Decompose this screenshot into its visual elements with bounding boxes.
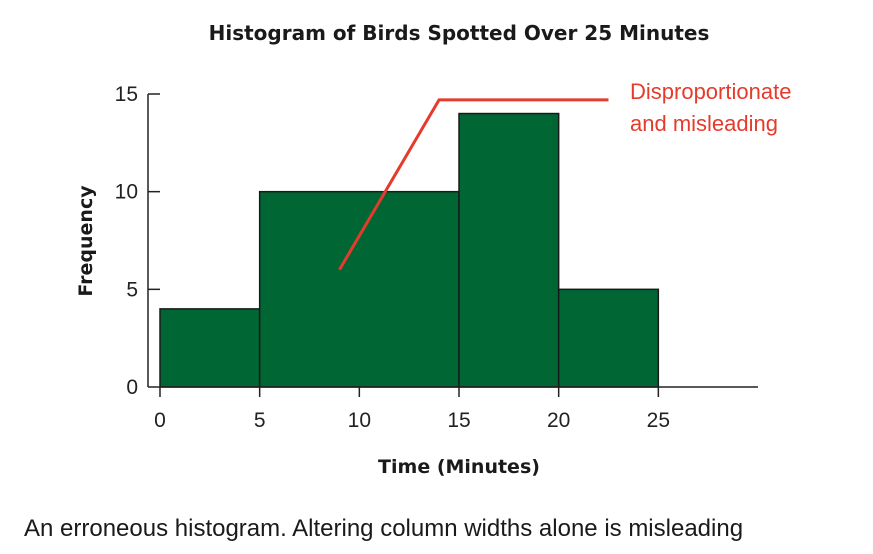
y-tick-label-5: 5 <box>126 278 138 301</box>
x-tick-label-25: 25 <box>647 409 670 432</box>
bar-0-5 <box>159 308 261 388</box>
x-tick-label-10: 10 <box>348 409 371 432</box>
x-tick-label-20: 20 <box>547 409 570 432</box>
bar-20-25 <box>557 288 660 388</box>
x-tick-label-15: 15 <box>447 409 470 432</box>
figure-caption: An erroneous histogram. Altering column … <box>24 515 744 542</box>
annotation-text-line-2: and misleading <box>630 111 778 136</box>
histogram-chart: Histogram of Birds Spotted Over 25 Minut… <box>75 21 791 478</box>
annotation-text-line-1: Disproportionate <box>630 79 791 104</box>
ticks: 0 5 10 15 20 25 0 5 10 15 <box>115 83 670 432</box>
annotation-pointer <box>338 98 609 271</box>
x-tick-label-5: 5 <box>254 409 266 432</box>
chart-title: Histogram of Birds Spotted Over 25 Minut… <box>209 21 710 45</box>
bar-15-20 <box>458 112 560 388</box>
x-axis-title: Time (Minutes) <box>378 456 540 478</box>
y-tick-label-15: 15 <box>115 83 138 106</box>
y-tick-label-0: 0 <box>126 376 138 399</box>
y-axis-title: Frequency <box>75 185 97 297</box>
bars <box>159 112 660 388</box>
x-tick-label-0: 0 <box>154 409 166 432</box>
annotation: Disproportionate and misleading <box>338 79 791 271</box>
y-tick-label-10: 10 <box>115 181 138 204</box>
bar-5-15 <box>258 190 460 388</box>
